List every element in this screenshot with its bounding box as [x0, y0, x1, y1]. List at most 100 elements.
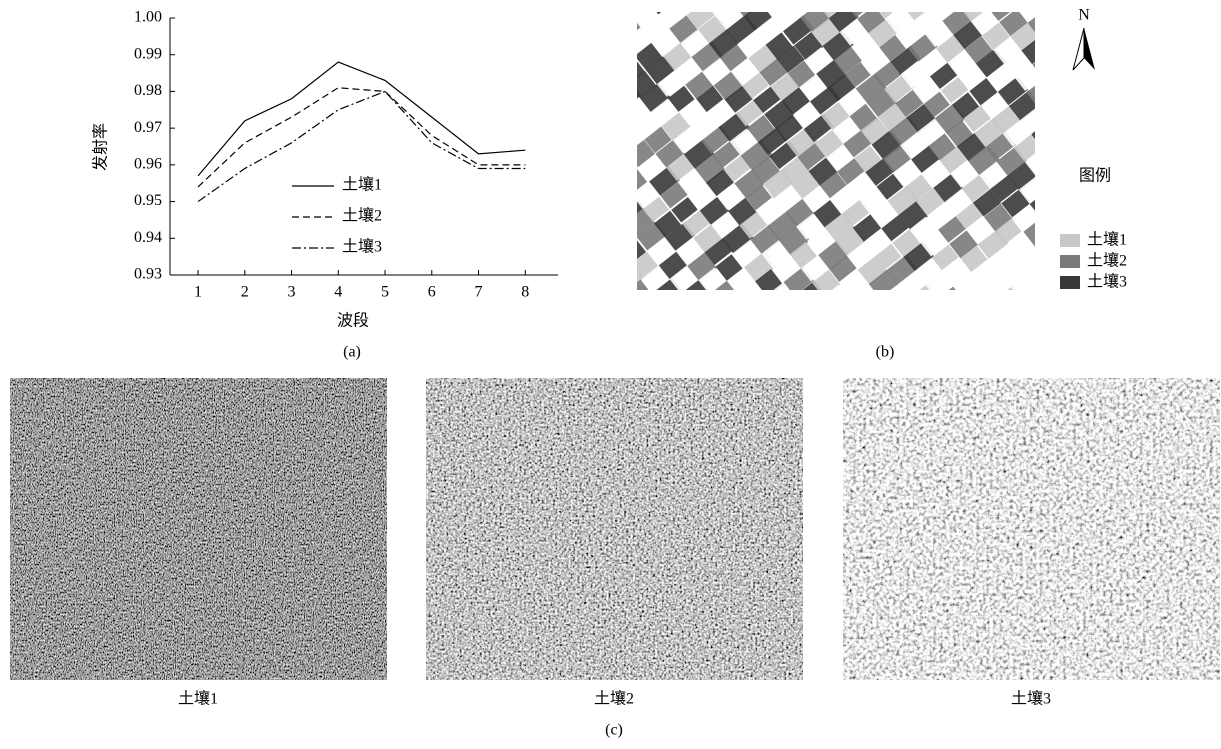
map-block	[549, 39, 579, 68]
map-block	[1036, 162, 1065, 190]
map-block	[1100, 66, 1130, 95]
map-block	[469, 79, 499, 107]
map-block	[521, 39, 551, 68]
map-block	[485, 135, 515, 164]
y-tick-label: 0.96	[134, 156, 162, 173]
map-block	[1143, 193, 1170, 219]
map-block	[1033, 300, 1064, 330]
legend-label: 土壤2	[342, 206, 382, 225]
map-block	[892, 0, 922, 6]
map-block	[981, 341, 1011, 370]
map-block	[529, 192, 559, 221]
map-block	[977, 0, 1007, 8]
map-block	[930, 314, 957, 340]
map-block	[548, 109, 577, 137]
map-block	[714, 321, 744, 350]
map-block	[754, 338, 782, 365]
map-block	[596, 278, 626, 307]
map-block	[708, 349, 739, 379]
map-block	[834, 297, 863, 325]
map-block	[588, 125, 615, 151]
map-block	[863, 297, 893, 326]
map-block	[651, 349, 680, 377]
map-block	[1121, 162, 1153, 193]
map-block	[509, 94, 539, 123]
y-tick-label: 0.97	[134, 119, 162, 136]
map-block	[1005, 300, 1035, 328]
map-block	[610, 153, 638, 180]
map-block	[564, 166, 593, 194]
map-block	[863, 0, 893, 5]
map-block	[584, 12, 614, 40]
map-block	[531, 125, 557, 150]
map-block	[1060, 120, 1089, 148]
map-block	[809, 406, 842, 438]
map-block	[619, 0, 648, 13]
map-block	[686, 323, 714, 351]
map-block	[788, 308, 820, 338]
map-block	[586, 193, 616, 221]
map-block	[578, 39, 608, 68]
map-block	[1116, 120, 1147, 150]
map-block	[567, 25, 598, 55]
map-block	[1105, 109, 1132, 135]
map-block	[559, 123, 589, 152]
map-block	[657, 322, 685, 349]
map-block	[502, 122, 532, 151]
map-block	[1047, 177, 1075, 204]
map-block	[605, 109, 637, 140]
map-block	[697, 337, 724, 364]
map-block	[1089, 50, 1120, 80]
series-line	[198, 88, 525, 187]
map-block	[572, 69, 600, 96]
map-block	[513, 135, 543, 164]
map-block	[1055, 78, 1086, 107]
map-block	[640, 334, 670, 362]
map-block	[1088, 120, 1120, 151]
north-label: N	[1078, 7, 1090, 24]
map-block	[814, 448, 845, 478]
map-block	[554, 80, 584, 108]
map-block	[606, 42, 634, 69]
legend-label: 土壤3	[1087, 272, 1127, 291]
map-block	[891, 298, 919, 325]
map-block	[949, 0, 976, 6]
map-block	[1006, 0, 1036, 10]
map-block	[1066, 91, 1096, 120]
map-block	[597, 209, 624, 235]
map-block	[1137, 219, 1167, 247]
map-block	[613, 13, 642, 41]
map-block	[585, 264, 615, 293]
map-block	[1098, 205, 1126, 232]
map-block	[537, 94, 568, 123]
map-block	[817, 309, 848, 340]
map-block	[664, 292, 695, 321]
map-block	[668, 335, 699, 365]
legend-swatch	[1060, 234, 1080, 247]
map-block	[803, 437, 831, 465]
map-block	[520, 110, 547, 136]
map-block	[1045, 0, 1075, 25]
map-block	[1094, 92, 1125, 122]
map-block	[1039, 21, 1071, 52]
x-tick-label: 2	[241, 284, 249, 301]
map-block	[601, 0, 629, 28]
map-block	[474, 120, 506, 150]
map-block	[1083, 81, 1110, 108]
map-block	[806, 296, 836, 326]
map-block	[1050, 289, 1079, 318]
y-tick-label: 0.95	[134, 192, 162, 209]
legend-swatch	[1060, 255, 1080, 268]
map-block	[1058, 191, 1087, 219]
map-block	[815, 381, 843, 408]
map-block	[1050, 39, 1076, 65]
map-block	[646, 306, 676, 335]
map-block	[998, 330, 1025, 357]
map-legend: 土壤1土壤2土壤3	[1060, 230, 1127, 291]
map-block	[1172, 193, 1201, 221]
map-block	[565, 94, 595, 122]
map-block	[811, 337, 842, 368]
map-block	[1042, 134, 1072, 164]
x-tick-label: 1	[194, 284, 202, 301]
map-block	[1033, 52, 1059, 78]
